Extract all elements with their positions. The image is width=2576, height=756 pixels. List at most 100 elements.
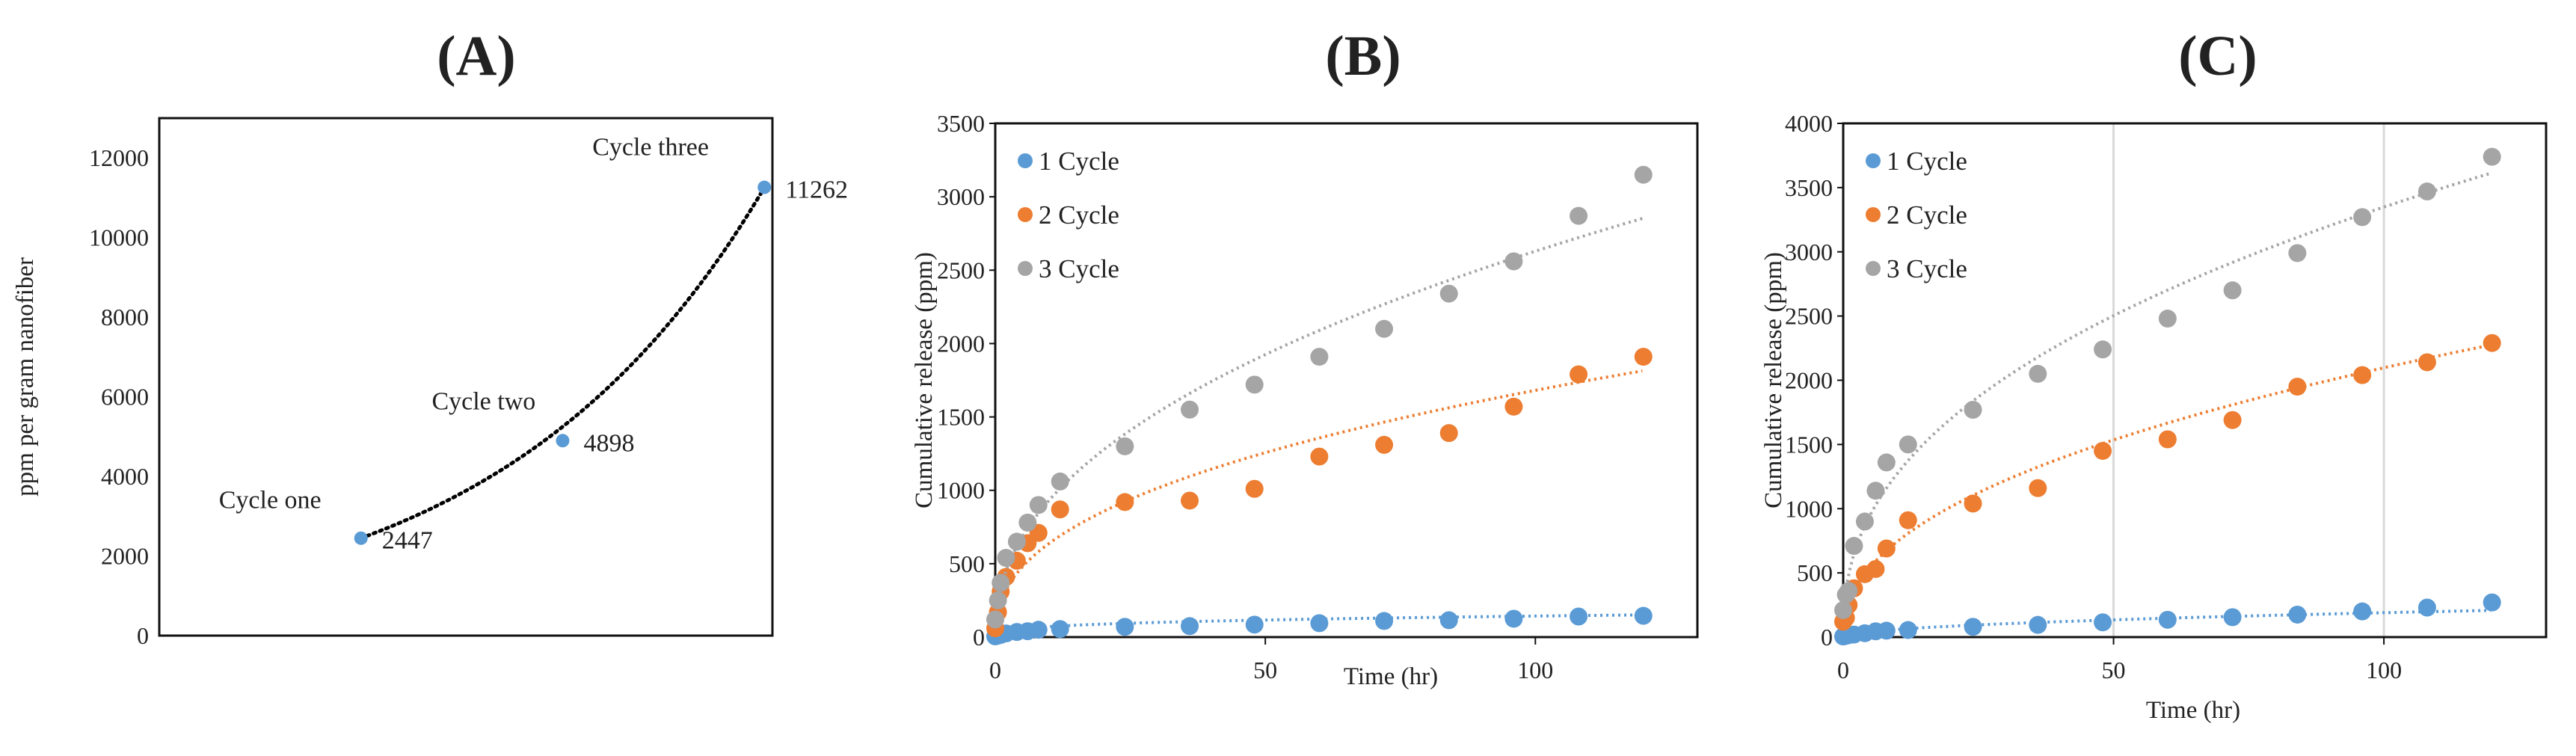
data-point — [1181, 491, 1199, 510]
data-point — [1375, 612, 1394, 630]
series-1 — [1834, 593, 2501, 646]
legend-label: 2 Cycle — [1887, 200, 1967, 230]
data-point — [1834, 600, 1852, 619]
data-point — [1899, 621, 1917, 639]
y-tick-label: 0 — [1821, 624, 1833, 651]
series-1 — [986, 606, 1653, 646]
series-3 — [1834, 147, 2501, 619]
panel-title: (A) — [437, 25, 516, 87]
legend-marker — [1018, 153, 1033, 168]
point-label: Cycle one — [219, 487, 322, 514]
data-point — [1839, 582, 1858, 600]
x-tick-label: 50 — [1253, 657, 1277, 683]
data-point — [1245, 615, 1264, 634]
y-tick-label: 12000 — [89, 144, 149, 171]
x-axis-label: Time (hr) — [1344, 663, 1438, 690]
trendline — [995, 217, 1643, 609]
y-tick-label: 4000 — [101, 463, 149, 490]
y-tick-label: 0 — [137, 622, 149, 649]
y-tick-label: 3500 — [1785, 174, 1833, 201]
data-point — [1051, 472, 1069, 491]
data-point — [1051, 620, 1069, 639]
data-point — [1634, 606, 1653, 625]
data-point — [1181, 400, 1199, 419]
series-2 — [986, 348, 1653, 638]
panel-b: (B) 0 500 1000 1500 2000 2500 3000 3500 0 50 100 Cum… — [911, 25, 1699, 690]
data-point — [2353, 602, 2372, 621]
data-point — [2288, 378, 2307, 396]
data-point — [556, 434, 570, 448]
x-tick-label: 50 — [2102, 657, 2126, 683]
data-point — [1116, 493, 1134, 511]
data-point — [1310, 447, 1329, 466]
legend-marker — [1018, 207, 1033, 222]
data-point — [1855, 512, 1874, 531]
data-point — [1051, 500, 1069, 519]
data-label: 4898 — [583, 429, 634, 457]
data-label: 2447 — [382, 527, 433, 555]
y-tick-label: 2000 — [101, 543, 149, 570]
data-point — [1007, 532, 1026, 551]
y-tick-label: 2500 — [937, 256, 985, 283]
plot-area-border — [994, 122, 1699, 639]
x-axis-label: Time (hr) — [2146, 697, 2240, 724]
data-point — [2158, 310, 2177, 328]
data-point — [1504, 252, 1523, 271]
data-point — [1634, 165, 1653, 184]
trendline — [359, 185, 766, 541]
legend-label: 2 Cycle — [1039, 200, 1119, 230]
data-point — [1964, 401, 1982, 420]
y-tick-label: 10000 — [89, 224, 149, 251]
data-point — [1877, 621, 1896, 640]
data-point — [2417, 182, 2436, 201]
y-tick-label: 1500 — [1785, 431, 1833, 458]
series-2 — [1834, 334, 2501, 631]
data-point — [1964, 618, 1982, 636]
legend-marker — [1866, 153, 1881, 168]
data-point — [2029, 615, 2047, 634]
data-point — [1310, 614, 1329, 633]
y-axis-label: ppm per gram nanofiber — [12, 257, 39, 497]
data-point — [989, 591, 1007, 609]
y-tick-label: 500 — [949, 550, 985, 577]
panel-c: (C) 0 500 1000 1500 2000 2500 3000 3500 4000 0 50 10… — [1760, 25, 2548, 724]
point-label: Cycle two — [431, 387, 535, 415]
data-point — [1845, 537, 1863, 556]
data-point — [757, 180, 772, 194]
data-point — [986, 610, 1004, 629]
data-point — [1245, 479, 1264, 498]
data-point — [2094, 340, 2112, 359]
data-point — [2353, 366, 2372, 384]
y-tick-label: 4000 — [1785, 110, 1833, 137]
y-tick-label: 1000 — [1785, 495, 1833, 522]
data-point — [1899, 511, 1917, 529]
y-tick-label: 3000 — [937, 183, 985, 210]
data-point — [1181, 617, 1199, 636]
data-point — [2223, 411, 2242, 429]
legend-label: 1 Cycle — [1039, 147, 1119, 176]
y-tick-label: 3500 — [937, 110, 985, 137]
trendline — [995, 369, 1643, 616]
x-tick-label: 0 — [1837, 657, 1849, 683]
data-point — [1504, 397, 1523, 416]
panel-title: (C) — [2178, 25, 2257, 87]
data-point — [2417, 598, 2436, 617]
data-point — [354, 531, 368, 545]
legend-label: 1 Cycle — [1887, 147, 1967, 176]
data-point — [1018, 513, 1037, 532]
data-point — [2158, 610, 2177, 629]
y-tick-label: 2000 — [1785, 367, 1833, 394]
data-point — [1029, 621, 1048, 639]
data-point — [1634, 348, 1653, 366]
data-point — [2223, 281, 2242, 300]
legend-marker — [1866, 207, 1881, 222]
y-axis-label: Cumulative release (ppm) — [1760, 252, 1787, 508]
data-point — [1866, 482, 1885, 500]
series-3 — [986, 165, 1653, 629]
legend-label: 3 Cycle — [1887, 254, 1967, 283]
data-point — [2288, 244, 2307, 262]
y-axis-label: Cumulative release (ppm) — [911, 252, 938, 508]
data-point — [1439, 284, 1458, 303]
x-tick-label: 100 — [2366, 657, 2402, 683]
